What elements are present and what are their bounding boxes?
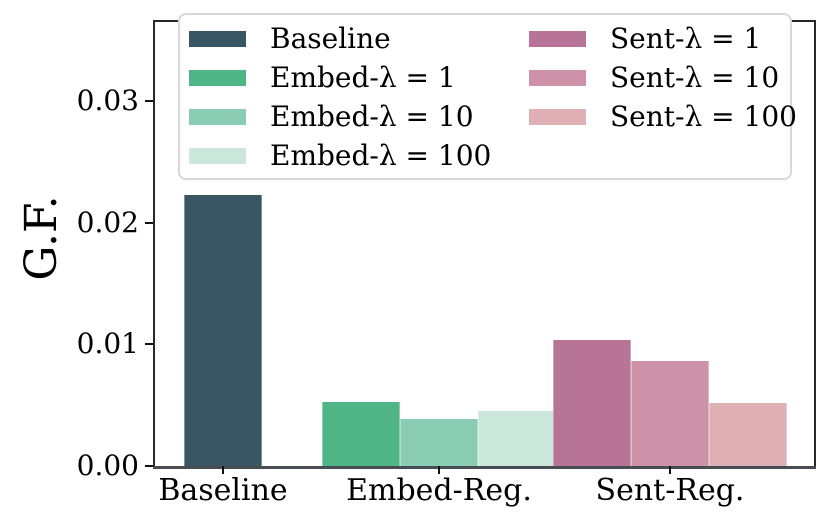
legend-swatch-sent-100 <box>529 108 586 125</box>
legend-swatch-embed-100 <box>189 147 246 164</box>
legend-swatch-sent-1 <box>529 30 586 47</box>
y-tick-mark <box>145 343 153 346</box>
x-tick-mark <box>669 466 671 474</box>
x-tick-label-baseline: Baseline <box>158 473 288 508</box>
legend-label: Sent-λ = 10 <box>610 60 780 94</box>
bar-sent-10 <box>631 361 709 466</box>
legend-swatch-sent-10 <box>529 69 586 86</box>
legend-entry-sent-100: Sent-λ = 100 <box>529 97 797 136</box>
bar-embed-1 <box>322 401 400 466</box>
x-tick-mark <box>438 466 440 474</box>
legend-label: Embed-λ = 10 <box>270 99 474 133</box>
legend-swatch-embed-1 <box>189 69 246 86</box>
bars-layer <box>155 22 814 466</box>
bar-embed-100 <box>478 411 556 466</box>
bar-sent-100 <box>709 402 787 466</box>
legend-entry-sent-1: Sent-λ = 1 <box>529 19 797 58</box>
legend-label: Sent-λ = 100 <box>610 99 797 133</box>
y-tick-mark <box>145 465 153 467</box>
y-tick-label: 0.02 <box>76 205 139 239</box>
legend-grid: Baseline Embed-λ = 1 Embed-λ = 10 Embed-λ =… <box>180 15 797 179</box>
y-tick-mark <box>145 221 153 224</box>
legend-entry-sent-10: Sent-λ = 10 <box>529 58 797 97</box>
legend-entry-embed-10: Embed-λ = 10 <box>189 97 529 136</box>
legend-label: Sent-λ = 1 <box>610 21 762 55</box>
legend-entry-baseline: Baseline <box>189 19 529 58</box>
legend-label: Embed-λ = 1 <box>270 60 456 94</box>
y-tick-label: 0.00 <box>76 449 139 482</box>
x-axis-line <box>153 466 816 469</box>
x-tick-mark <box>222 466 224 474</box>
y-tick-mark <box>145 100 153 103</box>
legend-label: Embed-λ = 100 <box>270 138 492 172</box>
bar-sent-1 <box>553 339 631 466</box>
legend: Baseline Embed-λ = 1 Embed-λ = 10 Embed-λ =… <box>178 13 797 180</box>
legend-entry-embed-1: Embed-λ = 1 <box>189 58 529 97</box>
x-tick-label-sent-reg: Sent-Reg. <box>595 473 745 508</box>
legend-swatch-embed-10 <box>189 108 246 125</box>
x-tick-label-embed-reg: Embed-Reg. <box>346 473 532 508</box>
y-tick-label: 0.01 <box>76 327 139 361</box>
legend-entry-embed-100: Embed-λ = 100 <box>189 136 529 175</box>
bar-embed-10 <box>400 418 478 466</box>
y-tick-label: 0.03 <box>76 84 139 118</box>
legend-label: Baseline <box>270 21 391 55</box>
legend-swatch-baseline <box>189 30 246 47</box>
bar-baseline <box>184 194 262 466</box>
